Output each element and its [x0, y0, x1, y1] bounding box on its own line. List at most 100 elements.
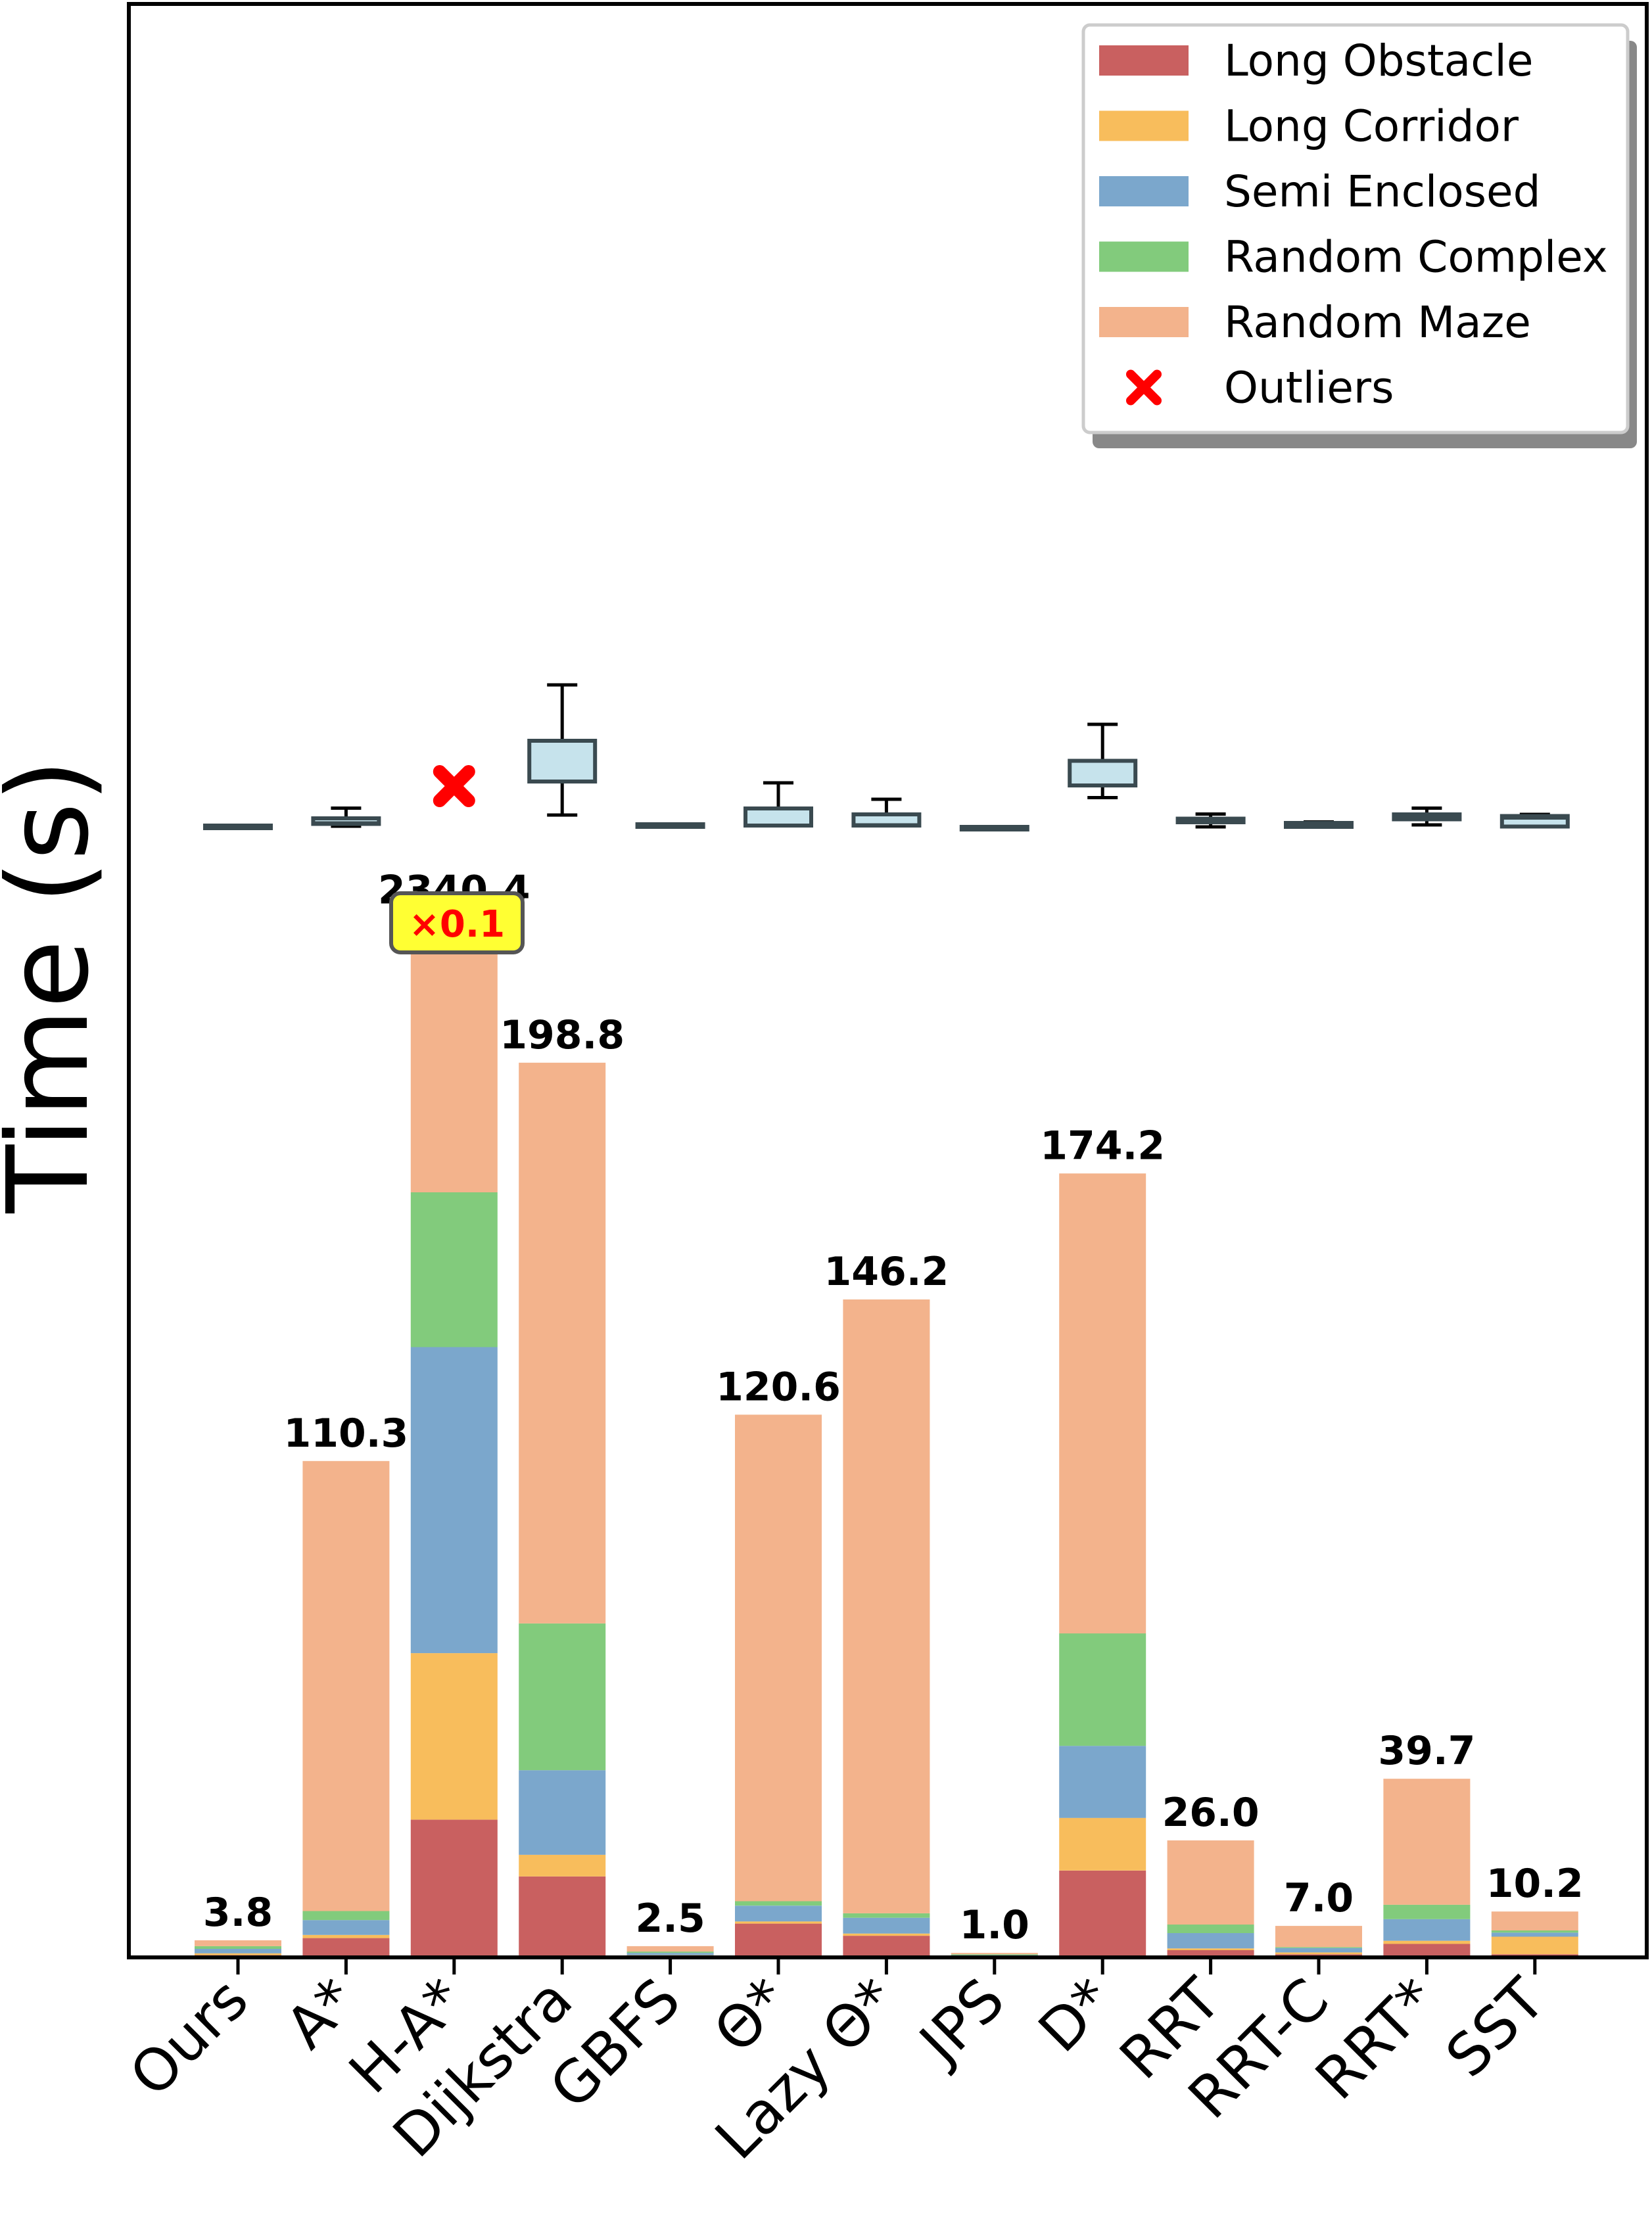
bar-long-corridor-h-a: [410, 1653, 498, 1820]
total-label-jps: 1.0: [960, 1902, 1029, 1948]
total-label-rrt: 26.0: [1162, 1790, 1260, 1836]
bar-long-obstacle-a: [302, 1938, 390, 1957]
bar-semi-enclosed-ours: [195, 1949, 281, 1953]
total-label-lazy: 146.2: [824, 1249, 949, 1295]
bar-semi-enclosed-d: [1059, 1746, 1146, 1818]
bar-semi-enclosed-sst: [1491, 1932, 1578, 1937]
legend-label-random-maze: Random Maze: [1224, 297, 1531, 348]
bar-long-corridor-rrt: [1383, 1940, 1471, 1944]
boxplot-sst: [1499, 812, 1570, 829]
bar-semi-enclosed-gbfs: [626, 1953, 714, 1955]
bar-random-complex-h-a: [410, 1192, 498, 1347]
boxplot-item: [743, 781, 813, 828]
bar-random-maze-item: [735, 1414, 822, 1902]
boxplot-lazy: [851, 797, 922, 828]
bar-long-corridor-lazy: [843, 1933, 930, 1936]
bar-long-obstacle-rrt: [1167, 1950, 1254, 1957]
legend-label-long-obstacle: Long Obstacle: [1224, 35, 1533, 86]
boxplot-ours: [203, 824, 273, 830]
bar-random-complex-ours: [195, 1946, 281, 1949]
bar-semi-enclosed-rrt: [1167, 1933, 1254, 1949]
total-label-ours: 3.8: [203, 1890, 273, 1936]
legend-swatch-random-maze: [1099, 307, 1189, 337]
legend-swatch-semi-enclosed: [1099, 176, 1189, 206]
legend-swatch-long-corridor: [1099, 110, 1189, 141]
boxplot-rrt: [1392, 806, 1462, 827]
bar-long-obstacle-dijkstra: [519, 1876, 606, 1957]
boxplot-a: [311, 806, 381, 828]
legend-swatch-random-complex: [1099, 241, 1189, 272]
bar-random-complex-rrt-c: [1275, 1947, 1362, 1948]
legend-label-random-complex: Random Complex: [1224, 232, 1608, 283]
bar-random-maze-sst: [1491, 1911, 1578, 1930]
total-label-rrt: 39.7: [1378, 1728, 1475, 1774]
legend-label-semi-enclosed: Semi Enclosed: [1224, 166, 1541, 217]
bar-random-complex-a: [302, 1911, 390, 1921]
bar-random-maze-lazy: [843, 1299, 930, 1913]
bar-random-complex-dijkstra: [519, 1623, 606, 1771]
bar-random-maze-rrt-c: [1275, 1926, 1362, 1948]
bar-long-obstacle-rrt: [1383, 1944, 1471, 1957]
bar-semi-enclosed-dijkstra: [519, 1770, 606, 1855]
boxplot-d: [1068, 722, 1138, 799]
bar-random-maze-rrt: [1167, 1840, 1254, 1925]
legend-box: [1081, 23, 1630, 434]
bar-random-maze-gbfs: [626, 1946, 714, 1952]
bar-semi-enclosed-a: [302, 1920, 390, 1935]
legend-swatch-long-obstacle: [1099, 45, 1189, 76]
bar-random-complex-gbfs: [626, 1951, 714, 1953]
bar-long-corridor-rrt: [1167, 1948, 1254, 1950]
bar-random-complex-rrt: [1167, 1925, 1254, 1933]
bar-semi-enclosed-h-a: [410, 1347, 498, 1654]
total-label-rrt-c: 7.0: [1284, 1875, 1354, 1921]
bar-semi-enclosed-item: [735, 1905, 822, 1922]
bar-random-complex-sst: [1491, 1930, 1578, 1933]
bar-semi-enclosed-rrt: [1383, 1919, 1471, 1941]
bar-random-maze-ours: [195, 1940, 281, 1946]
total-label-sst: 10.2: [1486, 1861, 1584, 1907]
bar-random-maze-d: [1059, 1173, 1146, 1634]
total-label-d: 174.2: [1040, 1123, 1165, 1169]
boxplot-rrt: [1175, 812, 1246, 829]
bar-long-corridor-rrt-c: [1275, 1952, 1362, 1955]
bar-semi-enclosed-rrt-c: [1275, 1948, 1362, 1953]
bar-random-maze-rrt: [1383, 1779, 1471, 1905]
bar-random-complex-item: [735, 1901, 822, 1906]
bar-long-corridor-dijkstra: [519, 1854, 606, 1877]
bar-long-corridor-a: [302, 1934, 390, 1938]
bar-random-maze-dijkstra: [519, 1062, 606, 1623]
y-axis-label: Time (s): [0, 759, 114, 1213]
bar-random-maze-a: [302, 1460, 390, 1911]
bar-random-complex-lazy: [843, 1913, 930, 1918]
boxplots: [203, 683, 1570, 831]
bar-semi-enclosed-lazy: [843, 1917, 930, 1934]
boxplot-rrt-c: [1284, 820, 1354, 829]
bar-random-complex-d: [1059, 1633, 1146, 1746]
bar-long-obstacle-item: [735, 1923, 822, 1957]
bar-random-complex-rrt: [1383, 1904, 1471, 1919]
value-labels: 3.8110.32340.4198.82.5120.6146.21.0174.2…: [203, 867, 1584, 1948]
legend-label-long-corridor: Long Corridor: [1224, 101, 1519, 152]
scale-badge-text: ×0.1: [409, 903, 505, 946]
bar-long-obstacle-h-a: [410, 1819, 498, 1957]
bar-long-corridor-item: [735, 1921, 822, 1924]
bar-long-corridor-sst: [1491, 1936, 1578, 1955]
bar-random-maze-jps: [951, 1953, 1038, 1955]
bar-long-obstacle-lazy: [843, 1936, 930, 1957]
total-label-dijkstra: 198.8: [500, 1012, 625, 1058]
legend: Long Obstacle Long Corridor Semi Enclosed R…: [1081, 23, 1637, 448]
boxplot-dijkstra: [527, 683, 598, 817]
bar-long-corridor-ours: [195, 1953, 281, 1955]
boxplot-gbfs: [635, 822, 705, 829]
boxplot-jps: [959, 825, 1029, 831]
total-label-item: 120.6: [716, 1364, 841, 1410]
scale-badge-box: [389, 891, 525, 954]
bar-random-maze-h-a: [410, 918, 498, 1192]
outlier-marker-h-a: [433, 765, 475, 807]
legend-swatch-outliers: [1126, 369, 1162, 406]
bar-long-obstacle-d: [1059, 1870, 1146, 1957]
bar-random-complex-jps: [951, 1954, 1038, 1955]
bars-layer: [195, 918, 1578, 1957]
legend-label-outliers: Outliers: [1224, 363, 1394, 413]
